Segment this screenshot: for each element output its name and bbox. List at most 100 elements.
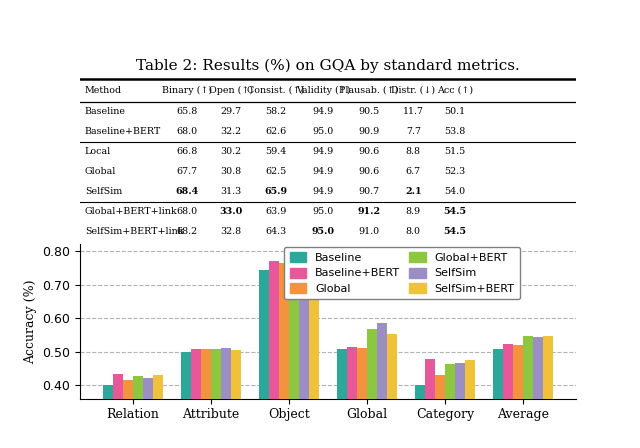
Text: 6.7: 6.7	[406, 168, 421, 177]
Text: 51.5: 51.5	[444, 147, 466, 156]
Text: 11.7: 11.7	[403, 107, 424, 116]
Text: 8.8: 8.8	[406, 147, 421, 156]
Text: 58.2: 58.2	[266, 107, 287, 116]
Bar	[493, 349, 503, 448]
Bar	[465, 360, 476, 448]
Text: 2.1: 2.1	[405, 187, 422, 196]
Bar	[259, 270, 269, 448]
Text: 65.8: 65.8	[176, 107, 197, 116]
Bar	[309, 261, 319, 448]
Text: 32.2: 32.2	[221, 127, 242, 136]
Legend: Baseline, Baseline+BERT, Global, Global+BERT, SelfSim, SelfSim+BERT: Baseline, Baseline+BERT, Global, Global+…	[284, 247, 520, 299]
Text: SelfSim+BERT+link: SelfSim+BERT+link	[85, 228, 184, 237]
Text: 53.8: 53.8	[444, 127, 466, 136]
Bar	[299, 270, 309, 448]
Text: Acc (↑): Acc (↑)	[437, 86, 473, 95]
Text: 54.5: 54.5	[444, 228, 467, 237]
Text: 8.0: 8.0	[406, 228, 421, 237]
Bar	[455, 363, 465, 448]
Bar	[221, 348, 231, 448]
Text: Distr. (↓): Distr. (↓)	[391, 86, 435, 95]
Text: Validity (↑): Validity (↑)	[296, 86, 350, 95]
Text: 90.6: 90.6	[358, 168, 380, 177]
Text: SelfSim: SelfSim	[85, 187, 122, 196]
Bar	[211, 349, 221, 448]
Text: 68.0: 68.0	[176, 127, 197, 136]
Text: Global+BERT+link: Global+BERT+link	[85, 207, 177, 216]
Bar	[415, 385, 425, 448]
Text: 63.9: 63.9	[265, 207, 287, 216]
Text: Binary (↑): Binary (↑)	[161, 86, 212, 95]
Text: 62.6: 62.6	[266, 127, 287, 136]
Bar	[337, 349, 347, 448]
Bar	[113, 374, 123, 448]
Text: 90.5: 90.5	[358, 107, 380, 116]
Text: 62.5: 62.5	[266, 168, 287, 177]
Text: 90.7: 90.7	[358, 187, 380, 196]
Text: Open (↑): Open (↑)	[209, 86, 253, 95]
Bar	[201, 349, 211, 448]
Text: Local: Local	[85, 147, 111, 156]
Bar	[435, 375, 445, 448]
Text: 90.9: 90.9	[358, 127, 380, 136]
Text: Table 2: Results (%) on GQA by standard metrics.: Table 2: Results (%) on GQA by standard …	[136, 59, 520, 73]
Text: 32.8: 32.8	[221, 228, 242, 237]
Text: 29.7: 29.7	[221, 107, 242, 116]
Text: 94.9: 94.9	[312, 147, 333, 156]
Text: 30.2: 30.2	[221, 147, 242, 156]
Text: 50.1: 50.1	[444, 107, 465, 116]
Bar	[133, 376, 143, 448]
Bar	[143, 378, 153, 448]
Text: 8.9: 8.9	[406, 207, 421, 216]
Y-axis label: Accuracy (%): Accuracy (%)	[24, 280, 36, 364]
Bar	[387, 334, 397, 448]
Text: 68.0: 68.0	[176, 207, 197, 216]
Bar	[367, 329, 377, 448]
Bar	[289, 262, 299, 448]
Bar	[503, 344, 513, 448]
Text: 7.7: 7.7	[406, 127, 421, 136]
Text: 91.0: 91.0	[358, 228, 380, 237]
Text: 66.8: 66.8	[176, 147, 197, 156]
Bar	[513, 345, 523, 448]
Bar	[533, 337, 543, 448]
Bar	[153, 375, 163, 448]
Text: 64.3: 64.3	[266, 228, 287, 237]
Text: Method: Method	[85, 86, 122, 95]
Text: Baseline+BERT: Baseline+BERT	[85, 127, 161, 136]
Text: 59.4: 59.4	[266, 147, 287, 156]
Text: 94.9: 94.9	[312, 107, 333, 116]
Bar	[191, 349, 201, 448]
Bar	[231, 350, 241, 448]
Text: 95.0: 95.0	[312, 127, 333, 136]
Bar	[269, 261, 279, 448]
Bar	[377, 323, 387, 448]
Text: 31.3: 31.3	[221, 187, 242, 196]
Text: 68.4: 68.4	[175, 187, 198, 196]
Text: Baseline: Baseline	[85, 107, 126, 116]
Text: 95.0: 95.0	[312, 207, 333, 216]
Text: 54.5: 54.5	[444, 207, 467, 216]
Bar	[123, 380, 133, 448]
Text: 30.8: 30.8	[221, 168, 242, 177]
Text: 67.7: 67.7	[176, 168, 197, 177]
Text: 52.3: 52.3	[444, 168, 466, 177]
Bar	[543, 336, 554, 448]
Text: Global: Global	[85, 168, 116, 177]
Text: 33.0: 33.0	[220, 207, 243, 216]
Text: 65.9: 65.9	[264, 187, 287, 196]
Text: 95.0: 95.0	[312, 228, 335, 237]
Bar	[180, 353, 191, 448]
Text: Plausab. (↑): Plausab. (↑)	[339, 86, 398, 95]
Text: 68.2: 68.2	[176, 228, 197, 237]
Bar	[425, 359, 435, 448]
Bar	[102, 385, 113, 448]
Bar	[357, 348, 367, 448]
Bar	[523, 336, 533, 448]
Text: 91.2: 91.2	[357, 207, 380, 216]
Text: Consist. (↑): Consist. (↑)	[247, 86, 305, 95]
Bar	[347, 347, 357, 448]
Bar	[279, 263, 289, 448]
Text: 90.6: 90.6	[358, 147, 380, 156]
Text: 94.9: 94.9	[312, 187, 333, 196]
